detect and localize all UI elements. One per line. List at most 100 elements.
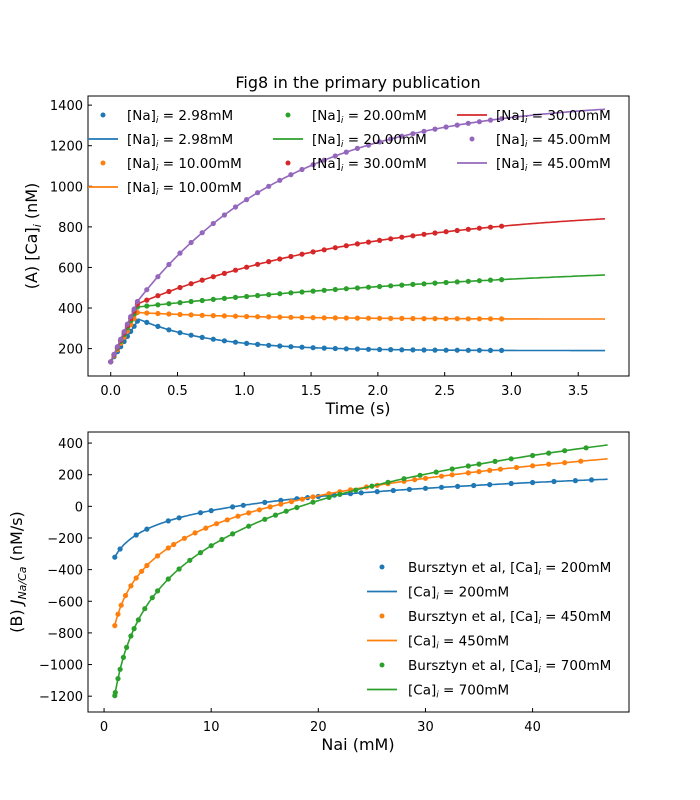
data-point (399, 133, 405, 139)
data-point (465, 470, 471, 476)
panel-a: Fig8 in the primary publication 0.0 0.5 1.… (22, 73, 630, 418)
data-point (117, 546, 123, 552)
data-point (272, 512, 279, 518)
legend-label: [Ca]i = 450mM (408, 634, 509, 652)
y-axis-label-b: (B) JNa/Ca (nM/s) (7, 511, 29, 633)
data-point (124, 321, 130, 327)
data-point (214, 521, 220, 527)
data-point (199, 230, 205, 236)
data-point (266, 292, 272, 298)
y-tick-label: 1000 (50, 180, 83, 195)
data-point (221, 295, 227, 301)
data-point (499, 223, 505, 229)
y-tick-label: 800 (58, 221, 83, 236)
data-point (115, 611, 121, 617)
data-point (176, 566, 182, 572)
data-point (208, 508, 214, 514)
data-point (337, 491, 343, 497)
data-point (155, 274, 161, 280)
data-point (454, 279, 460, 285)
data-point (321, 315, 327, 321)
data-point (181, 535, 187, 541)
data-point (188, 332, 194, 338)
data-point (277, 291, 283, 297)
data-point (410, 315, 416, 322)
data-point (365, 239, 372, 245)
data-point (299, 289, 305, 295)
data-point (188, 281, 194, 287)
data-point (118, 336, 124, 342)
data-point (343, 243, 349, 249)
data-point (438, 473, 445, 479)
y-tick-label: 0 (75, 500, 83, 515)
y-tick-label: −1000 (39, 659, 83, 674)
data-point (199, 297, 205, 304)
data-point (155, 553, 161, 559)
data-point (155, 293, 161, 299)
data-point (432, 280, 438, 286)
model-line-0 (114, 478, 608, 558)
data-point (144, 562, 150, 569)
data-point (266, 342, 272, 348)
data-point (377, 315, 383, 321)
data-point (321, 157, 327, 163)
x-tick-label: 0.0 (100, 384, 121, 399)
data-point (144, 319, 150, 325)
data-point (144, 287, 150, 293)
data-point (487, 277, 494, 283)
legend-label: Bursztyn et al, [Ca]i = 200mM (408, 560, 611, 578)
model-line-0 (110, 318, 605, 363)
data-point (246, 523, 252, 529)
x-tick-label: 30 (417, 720, 434, 735)
data-point (288, 253, 294, 260)
data-point (210, 220, 216, 227)
data-point (210, 274, 216, 280)
data-point (476, 469, 482, 475)
data-point (310, 345, 316, 351)
data-point (266, 259, 272, 265)
data-point (487, 224, 494, 230)
legend-label: [Na]i = 20.00mM (312, 132, 427, 150)
data-point (365, 142, 372, 148)
y-axis-label-a: (A) [Ca]i (nM) (22, 183, 44, 290)
legend-entry: [Na]i = 30.00mM (285, 156, 427, 174)
plot-area-b (112, 444, 608, 699)
data-point (399, 234, 405, 240)
data-point (332, 345, 338, 352)
data-point (112, 554, 118, 560)
data-point (221, 338, 227, 344)
data-point (487, 117, 494, 123)
legend-marker (100, 160, 106, 166)
x-tick-label: 10 (203, 720, 220, 735)
data-point (454, 347, 460, 353)
data-point (230, 504, 236, 510)
data-point (166, 327, 172, 333)
data-point (221, 212, 227, 218)
data-point (299, 314, 305, 321)
legend-label: Bursztyn et al, [Ca]i = 700mM (408, 658, 611, 676)
y-tick-label: 400 (58, 302, 83, 317)
data-point (244, 264, 250, 270)
data-point (114, 344, 120, 350)
data-point (399, 315, 405, 321)
data-point (210, 296, 216, 302)
data-point (197, 550, 204, 556)
data-point (354, 346, 360, 352)
data-point (332, 286, 338, 293)
data-point (546, 461, 552, 467)
data-point (499, 316, 505, 322)
panel-b: 0 10 20 30 40 −1200 −1000 −800 −600 −400 −200 0 200… (7, 431, 630, 754)
data-point (499, 277, 505, 283)
data-point (412, 477, 418, 483)
data-point (278, 501, 284, 507)
data-point (121, 329, 127, 335)
data-point (417, 472, 423, 478)
data-point (583, 445, 589, 451)
legend-marker (379, 662, 385, 668)
data-point (288, 290, 294, 296)
data-point (135, 617, 141, 623)
data-point (365, 284, 372, 290)
data-point (365, 315, 372, 321)
data-point (310, 249, 316, 255)
